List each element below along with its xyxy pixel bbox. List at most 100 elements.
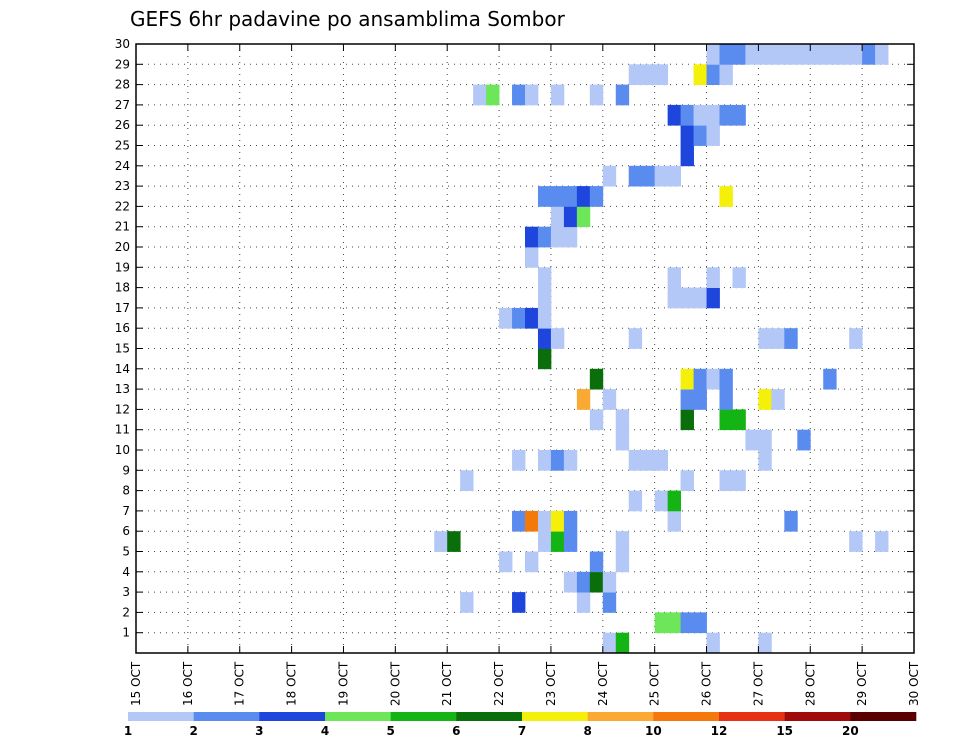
colorbar-label: 12 — [711, 724, 728, 738]
heatmap-cell — [667, 490, 681, 512]
heatmap-cell — [758, 389, 772, 410]
heatmap-cell — [719, 64, 733, 85]
heatmap-cell — [563, 510, 578, 532]
heatmap-cell — [771, 328, 785, 349]
heatmap-cell — [550, 226, 565, 248]
heatmap-cell — [512, 592, 526, 613]
heatmap-cell — [550, 186, 565, 207]
heatmap-cell — [537, 348, 552, 370]
heatmap-cell — [719, 409, 733, 431]
heatmap-cell — [512, 510, 526, 532]
heatmap-cell — [667, 165, 681, 187]
heatmap-cell — [602, 165, 617, 187]
y-tick-label: 5 — [122, 545, 130, 559]
y-tick-label: 13 — [115, 382, 130, 396]
heatmap-cell — [784, 510, 798, 532]
heatmap-cell — [563, 450, 578, 471]
heatmap-cell — [628, 490, 643, 512]
colorbar-label: 8 — [583, 724, 591, 738]
colorbar-label: 3 — [255, 724, 263, 738]
heatmap-cell — [525, 307, 539, 329]
heatmap-cell — [589, 551, 604, 573]
heatmap-cell — [654, 490, 669, 512]
heatmap-cell — [667, 612, 681, 634]
heatmap-cell — [537, 287, 552, 309]
heatmap-cell — [537, 328, 552, 349]
heatmap-cell — [589, 409, 604, 431]
heatmap-cell — [836, 44, 850, 65]
heatmap-cell — [512, 307, 526, 329]
heatmap-cell — [512, 84, 526, 106]
heatmap-cell — [563, 186, 578, 207]
heatmap-cell — [680, 125, 694, 146]
y-tick-label: 9 — [122, 463, 130, 477]
heatmap-cell — [628, 328, 643, 349]
heatmap-cell — [537, 307, 552, 329]
heatmap-cell — [537, 186, 552, 207]
heatmap-cell — [499, 551, 513, 573]
x-tick-label: 15 OCT — [129, 661, 143, 706]
heatmap-cell — [706, 104, 720, 126]
heatmap-cell — [784, 328, 798, 349]
heatmap-cell — [758, 450, 772, 471]
heatmap-cell — [589, 571, 604, 593]
heatmap-cell — [525, 551, 539, 573]
heatmap-cell — [589, 84, 604, 106]
heatmap-cell — [615, 531, 630, 552]
colorbar-swatch — [456, 712, 523, 721]
x-tick-label: 26 OCT — [700, 661, 714, 706]
heatmap-cell — [641, 64, 656, 85]
heatmap-cell — [706, 632, 720, 654]
heatmap-cell — [719, 368, 733, 390]
colorbar-label: 1 — [124, 724, 132, 738]
y-tick-label: 1 — [122, 626, 130, 640]
colorbar-swatch — [784, 712, 851, 721]
heatmap-cell — [706, 64, 720, 85]
heatmap-cell — [758, 44, 772, 65]
x-tick-label: 16 OCT — [181, 661, 195, 706]
heatmap-cell — [680, 470, 694, 491]
y-tick-label: 7 — [122, 504, 130, 518]
heatmap-cell — [550, 328, 565, 349]
heatmap-cell — [550, 510, 565, 532]
colorbar-swatch — [850, 712, 917, 721]
heatmap-cell — [576, 389, 591, 410]
heatmap-cell — [576, 571, 591, 593]
heatmap-cell — [758, 632, 772, 654]
heatmap-cell — [537, 531, 552, 552]
heatmap-cell — [589, 186, 604, 207]
heatmap-cell — [628, 64, 643, 85]
heatmap-cell — [693, 368, 707, 390]
x-axis: 15 OCT 16 OCT 17 OCT 18 OCT 19 OCT 20 OCT 21 O… — [129, 44, 921, 706]
y-tick-label: 4 — [122, 565, 130, 579]
y-tick-label: 29 — [115, 57, 130, 71]
heatmap-cell — [615, 409, 630, 431]
y-tick-label: 10 — [115, 443, 130, 457]
heatmap-cell — [486, 84, 500, 106]
x-tick-label: 18 OCT — [285, 661, 299, 706]
heatmap-cell — [537, 510, 552, 532]
heatmap-cell — [693, 612, 707, 634]
y-tick-label: 8 — [122, 484, 130, 498]
heatmap-cell — [758, 328, 772, 349]
colorbar-swatch — [390, 712, 457, 721]
heatmap-cells — [434, 44, 889, 654]
heatmap-cell — [602, 389, 617, 410]
heatmap-cell — [849, 328, 863, 349]
heatmap-cell — [628, 165, 643, 187]
y-tick-label: 18 — [115, 281, 130, 295]
heatmap-cell — [849, 531, 863, 552]
heatmap-cell — [758, 429, 772, 451]
heatmap-cell — [615, 551, 630, 573]
colorbar-swatch — [587, 712, 654, 721]
x-tick-label: 25 OCT — [648, 661, 662, 706]
colorbar: 1 2 3 4 5 6 7 8 10 12 15 20 — [124, 712, 917, 738]
heatmap-cell — [706, 44, 720, 65]
heatmap-cell — [473, 84, 487, 106]
x-tick-label: 30 OCT — [907, 661, 921, 706]
heatmap-cell — [719, 186, 733, 207]
heatmap-cell — [654, 64, 669, 85]
y-tick-label: 15 — [115, 342, 130, 356]
heatmap-cell — [706, 287, 720, 309]
heatmap-cell — [654, 165, 669, 187]
